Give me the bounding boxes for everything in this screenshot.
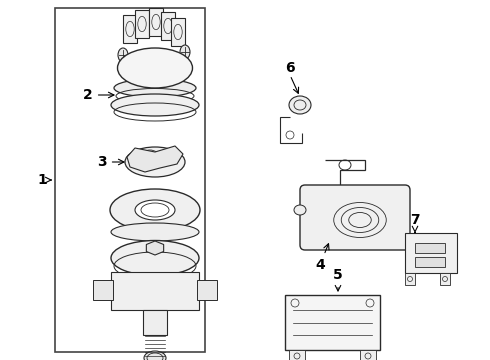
Ellipse shape [110,189,200,231]
Ellipse shape [289,96,311,114]
Bar [143,310,167,335]
Bar [161,12,175,40]
Bar [360,350,376,360]
Bar [135,10,149,38]
Text: 6: 6 [285,61,295,75]
Ellipse shape [135,200,175,220]
Bar [440,273,450,285]
Bar [55,8,205,352]
Bar [285,295,380,350]
FancyBboxPatch shape [300,185,410,250]
Ellipse shape [114,79,196,97]
Bar [289,350,305,360]
Ellipse shape [180,45,190,59]
Text: 1: 1 [37,173,47,187]
Bar [415,243,445,253]
Polygon shape [127,146,183,172]
Bar [405,233,457,273]
Bar [111,272,199,310]
Ellipse shape [125,147,185,177]
Ellipse shape [111,94,199,116]
Text: 5: 5 [333,268,343,291]
Ellipse shape [294,205,306,215]
Bar [415,257,445,267]
Text: 2: 2 [83,88,114,102]
Bar [171,18,185,46]
Bar [405,273,415,285]
Bar [149,8,163,36]
Bar [123,15,137,43]
Text: 3: 3 [97,155,124,169]
Bar [93,280,113,300]
Ellipse shape [111,240,199,275]
Ellipse shape [118,48,128,62]
Ellipse shape [144,351,166,360]
Bar [197,280,217,300]
Polygon shape [147,241,164,255]
Text: 4: 4 [315,244,329,272]
Ellipse shape [118,48,193,88]
Ellipse shape [111,223,199,241]
Text: 7: 7 [410,213,420,233]
